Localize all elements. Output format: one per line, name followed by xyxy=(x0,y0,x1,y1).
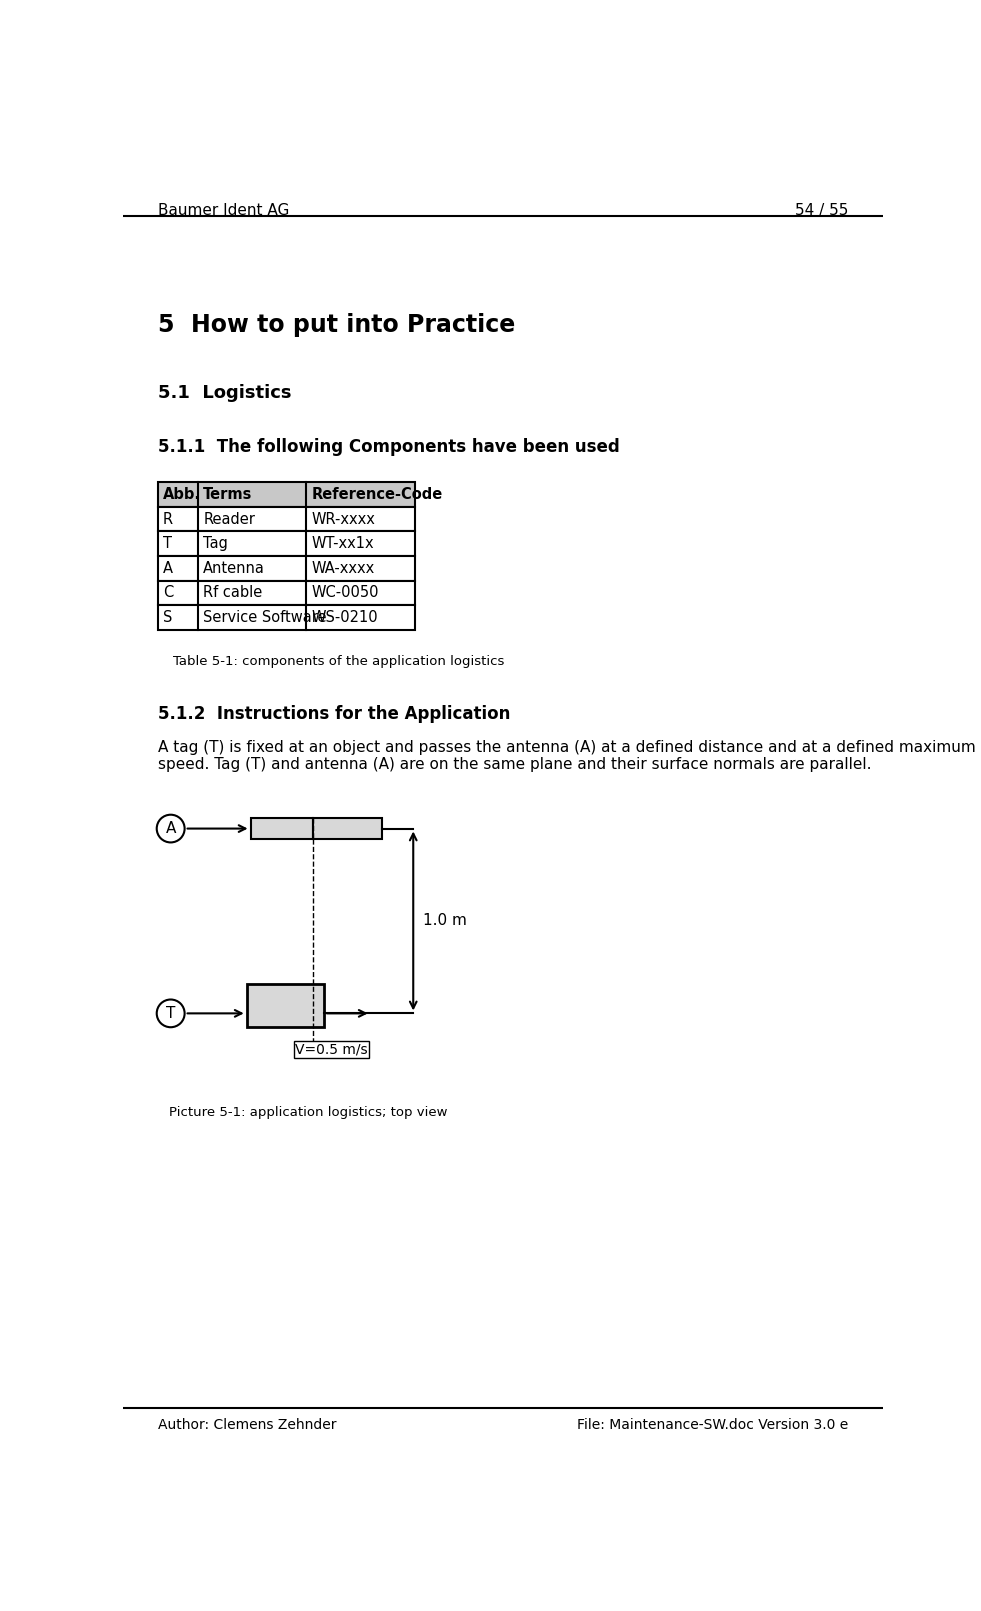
Text: Antenna: Antenna xyxy=(203,561,265,575)
Text: Abb.: Abb. xyxy=(163,487,201,503)
Text: Baumer Ident AG: Baumer Ident AG xyxy=(158,203,288,217)
Text: R: R xyxy=(163,512,173,527)
Text: A: A xyxy=(166,822,176,836)
Text: Author: Clemens Zehnder: Author: Clemens Zehnder xyxy=(158,1418,336,1432)
Text: T: T xyxy=(163,536,172,551)
Text: Tag: Tag xyxy=(203,536,229,551)
Text: A: A xyxy=(163,561,173,575)
Text: WS-0210: WS-0210 xyxy=(312,611,379,625)
Bar xyxy=(158,482,415,507)
Text: 1.0 m: 1.0 m xyxy=(424,913,467,928)
Text: Reader: Reader xyxy=(203,512,255,527)
Text: 54 / 55: 54 / 55 xyxy=(795,203,848,217)
Text: WC-0050: WC-0050 xyxy=(312,585,380,601)
Text: Table 5-1: components of the application logistics: Table 5-1: components of the application… xyxy=(173,656,504,669)
Bar xyxy=(158,580,415,606)
Bar xyxy=(158,606,415,630)
Text: Rf cable: Rf cable xyxy=(203,585,263,601)
Text: WT-xx1x: WT-xx1x xyxy=(312,536,375,551)
Text: S: S xyxy=(163,611,173,625)
Bar xyxy=(158,532,415,556)
Text: C: C xyxy=(163,585,174,601)
Text: File: Maintenance-SW.doc Version 3.0 e: File: Maintenance-SW.doc Version 3.0 e xyxy=(577,1418,848,1432)
Circle shape xyxy=(157,999,184,1028)
Text: 5.1.2  Instructions for the Application: 5.1.2 Instructions for the Application xyxy=(158,706,510,723)
Text: 5  How to put into Practice: 5 How to put into Practice xyxy=(158,313,515,337)
Bar xyxy=(158,556,415,580)
Bar xyxy=(313,818,383,839)
Text: WA-xxxx: WA-xxxx xyxy=(312,561,375,575)
Text: speed. Tag (T) and antenna (A) are on the same plane and their surface normals a: speed. Tag (T) and antenna (A) are on th… xyxy=(158,757,871,772)
Bar xyxy=(246,984,324,1028)
Bar xyxy=(158,507,415,532)
Text: WR-xxxx: WR-xxxx xyxy=(312,512,376,527)
Text: V=0.5 m/s: V=0.5 m/s xyxy=(295,1042,368,1057)
Text: 5.1.1  The following Components have been used: 5.1.1 The following Components have been… xyxy=(158,438,619,456)
Text: 5.1  Logistics: 5.1 Logistics xyxy=(158,385,291,403)
Circle shape xyxy=(157,815,184,843)
Text: Terms: Terms xyxy=(203,487,252,503)
Text: T: T xyxy=(166,1005,176,1021)
Text: Reference-Code: Reference-Code xyxy=(312,487,443,503)
Text: Service Software: Service Software xyxy=(203,611,327,625)
Text: Picture 5-1: application logistics; top view: Picture 5-1: application logistics; top … xyxy=(169,1105,447,1118)
Bar xyxy=(250,818,313,839)
Text: A tag (T) is fixed at an object and passes the antenna (A) at a defined distance: A tag (T) is fixed at an object and pass… xyxy=(158,739,975,756)
